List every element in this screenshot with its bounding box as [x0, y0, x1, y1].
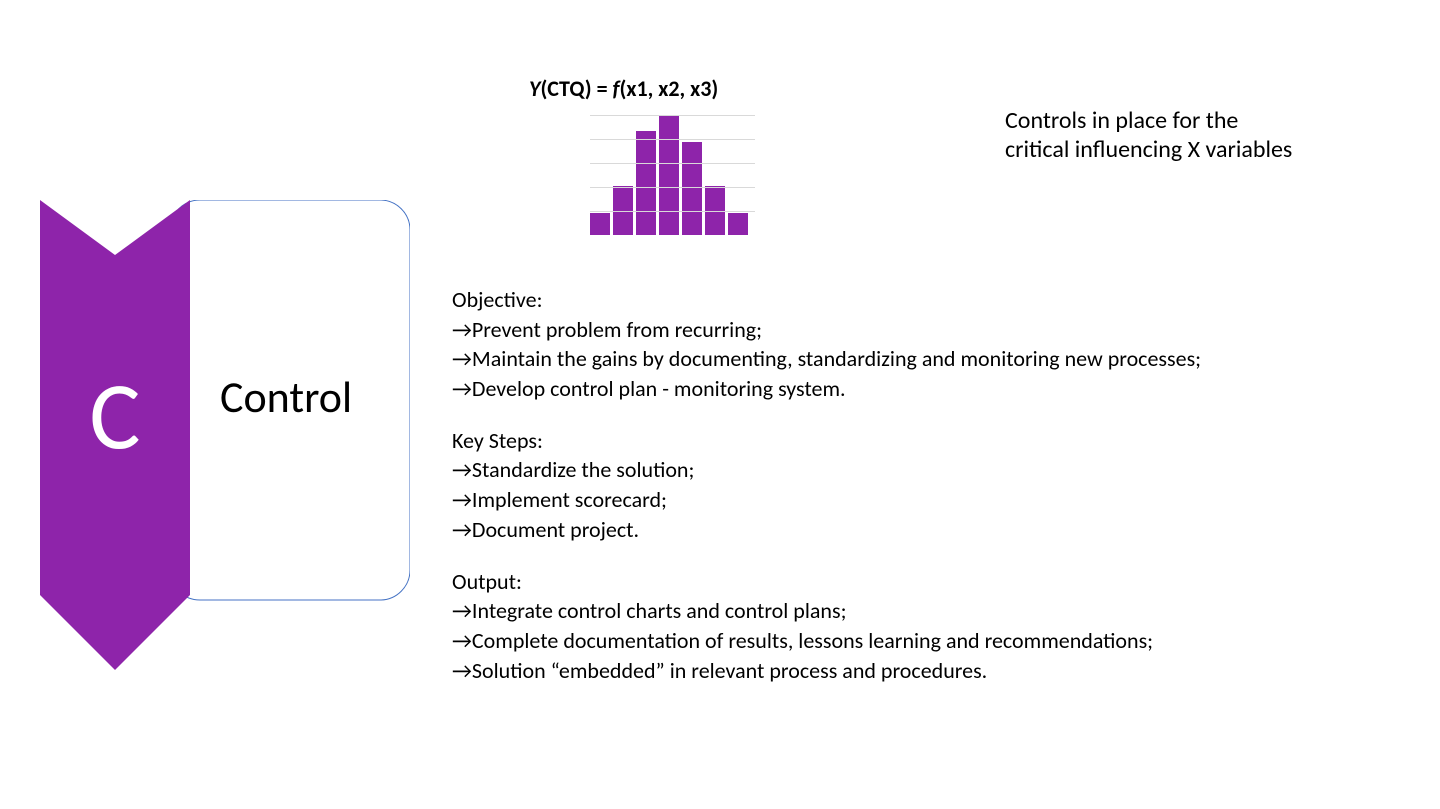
- phase-letter: C: [89, 358, 140, 475]
- phase-badge: C: [40, 200, 410, 675]
- formula-f: f: [613, 75, 620, 102]
- section-item: Integrate control charts and control pla…: [452, 596, 1201, 626]
- section-item: Document project.: [452, 515, 1201, 545]
- histogram-bar: [659, 115, 679, 235]
- histogram-bar: [705, 186, 725, 235]
- section-item: Complete documentation of results, lesso…: [452, 626, 1201, 656]
- histogram-bar: [728, 213, 748, 235]
- top-note: Controls in place for the critical influ…: [1005, 106, 1292, 164]
- section-title: Objective:: [452, 285, 1201, 315]
- histogram-bar: [613, 186, 633, 235]
- formula-text: Y(CTQ) = f(x1, x2, x3): [529, 75, 718, 102]
- section-item: Implement scorecard;: [452, 485, 1201, 515]
- section-title: Key Steps:: [452, 426, 1201, 456]
- histogram-chart: [590, 115, 755, 235]
- section-item-text: Develop control plan - monitoring system…: [472, 375, 846, 402]
- section-item: Solution “embedded” in relevant process …: [452, 656, 1201, 686]
- section-item: Develop control plan - monitoring system…: [452, 374, 1201, 404]
- formula-suffix: (x1, x2, x3): [620, 75, 719, 102]
- section-item-text: Standardize the solution;: [472, 456, 694, 483]
- section-item-text: Maintain the gains by documenting, stand…: [472, 345, 1201, 372]
- formula-y: Y: [529, 75, 540, 102]
- section-item-text: Solution “embedded” in relevant process …: [472, 657, 987, 684]
- formula-mid: (CTQ) =: [540, 75, 612, 102]
- phase-label: Control: [220, 370, 352, 424]
- histogram-bar: [590, 213, 610, 235]
- phase-badge-svg: C: [40, 200, 410, 670]
- top-note-line2: critical influencing X variables: [1005, 135, 1292, 164]
- section-item-text: Prevent problem from recurring;: [472, 316, 762, 343]
- section-item-text: Document project.: [472, 516, 639, 543]
- body-text: Objective:Prevent problem from recurring…: [452, 285, 1201, 685]
- section-item: Standardize the solution;: [452, 455, 1201, 485]
- histogram-bar: [682, 142, 702, 235]
- section-item-text: Implement scorecard;: [472, 486, 667, 513]
- section-title: Output:: [452, 567, 1201, 597]
- section-item: Prevent problem from recurring;: [452, 315, 1201, 345]
- section-item: Maintain the gains by documenting, stand…: [452, 344, 1201, 374]
- section-item-text: Integrate control charts and control pla…: [472, 597, 847, 624]
- histogram-bar: [636, 131, 656, 235]
- section-item-text: Complete documentation of results, lesso…: [472, 627, 1153, 654]
- top-note-line1: Controls in place for the: [1005, 106, 1292, 135]
